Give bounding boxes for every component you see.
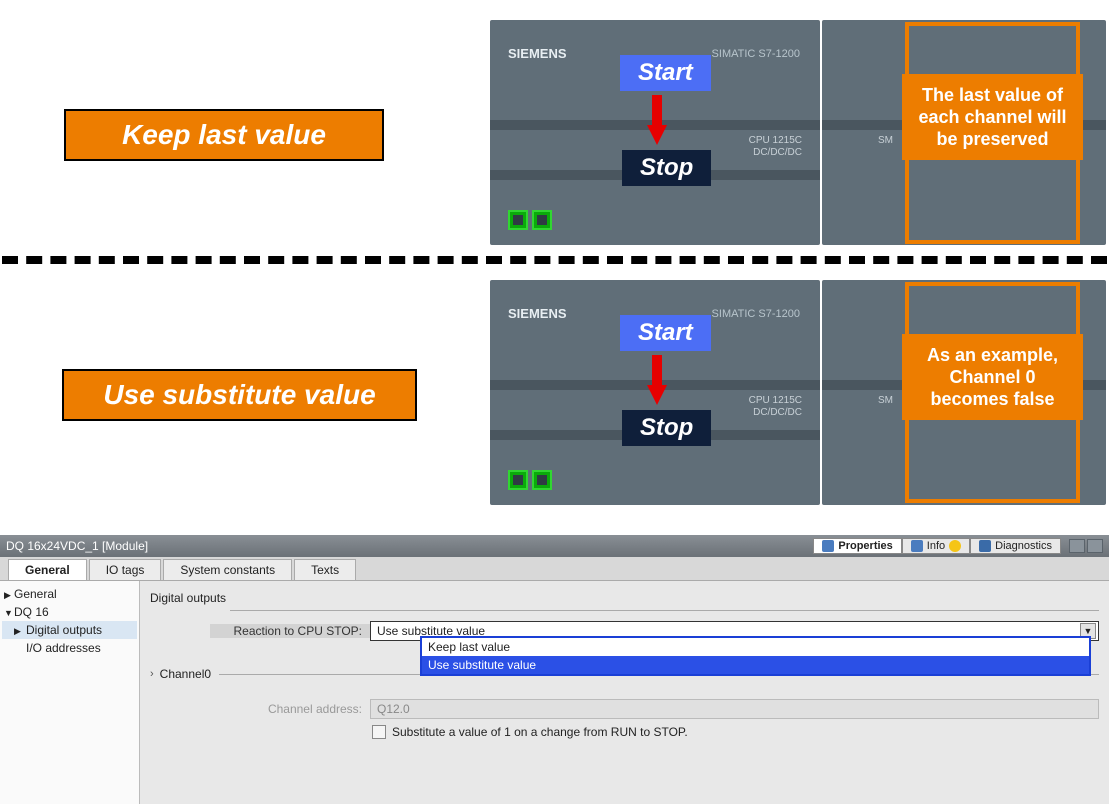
row-substitute-checkbox: Substitute a value of 1 on a change from… xyxy=(372,725,1099,739)
callout-text-bottom: As an example, Channel 0 becomes false xyxy=(902,334,1083,420)
main-tabs: General IO tags System constants Texts xyxy=(0,557,1109,581)
section-underline xyxy=(230,610,1099,611)
caret-icon: ▶ xyxy=(4,590,11,601)
channel-address-field: Q12.0 xyxy=(370,699,1099,719)
caret-icon: ▶ xyxy=(14,626,21,637)
plc-cpu-line2: DC/DC/DC xyxy=(753,147,802,158)
window-controls xyxy=(1069,539,1103,553)
properties-header: DQ 16x24VDC_1 [Module] Properties Info D… xyxy=(0,535,1109,557)
info-icon xyxy=(911,540,923,552)
plc-cpu: CPU 1215C DC/DC/DC xyxy=(749,395,802,419)
content-area: Digital outputs Reaction to CPU STOP: Us… xyxy=(140,581,1109,804)
nav-digital-outputs-label: Digital outputs xyxy=(26,623,102,637)
infographic-area: Keep last value SIEMENS SIMATIC S7-1200 … xyxy=(0,0,1109,530)
plc-cpu: CPU 1215C DC/DC/DC xyxy=(749,135,802,159)
tab-texts[interactable]: Texts xyxy=(294,559,356,580)
nav-digital-outputs[interactable]: ▶ Digital outputs xyxy=(2,621,137,639)
start-badge-bottom: Start xyxy=(620,315,711,351)
dropdown-option-use-substitute[interactable]: Use substitute value xyxy=(422,656,1089,674)
plc-brand: SIEMENS xyxy=(508,306,567,321)
inspector-tabs: Properties Info Diagnostics xyxy=(813,538,1061,554)
arrow-stem xyxy=(652,355,662,385)
label-keep-last-value: Keep last value xyxy=(64,109,384,161)
divider xyxy=(2,256,1107,264)
window-dock-icon[interactable] xyxy=(1069,539,1085,553)
channel-address-label: Channel address: xyxy=(210,702,370,716)
label-use-substitute-value: Use substitute value xyxy=(62,369,417,421)
arrow-head xyxy=(647,385,667,405)
dropdown-option-keep-last[interactable]: Keep last value xyxy=(422,638,1089,656)
substitute-checkbox-label: Substitute a value of 1 on a change from… xyxy=(392,725,688,739)
tab-diagnostics[interactable]: Diagnostics xyxy=(970,538,1061,554)
plc-led xyxy=(532,470,552,490)
substitute-checkbox[interactable] xyxy=(372,725,386,739)
window-collapse-icon[interactable] xyxy=(1087,539,1103,553)
plc-led xyxy=(532,210,552,230)
properties-icon xyxy=(822,540,834,552)
caret-down-icon: ▼ xyxy=(4,608,13,618)
nav-general[interactable]: ▶ General xyxy=(2,585,137,603)
properties-panel: DQ 16x24VDC_1 [Module] Properties Info D… xyxy=(0,535,1109,804)
tab-general[interactable]: General xyxy=(8,559,87,580)
module-title: DQ 16x24VDC_1 [Module] xyxy=(6,539,813,553)
tab-properties-label: Properties xyxy=(838,540,892,552)
stop-badge-top: Stop xyxy=(622,150,711,186)
plc-sm-label: SM xyxy=(878,135,893,147)
tab-system-constants[interactable]: System constants xyxy=(163,559,292,580)
stop-badge-bottom: Stop xyxy=(622,410,711,446)
plc-cpu-line1: CPU 1215C xyxy=(749,135,802,146)
channel0-label: Channel0 xyxy=(160,667,211,681)
plc-cpu-line1: CPU 1215C xyxy=(749,395,802,406)
plc-sm-label: SM xyxy=(878,395,893,407)
diagnostics-icon xyxy=(979,540,991,552)
info-badge-icon xyxy=(949,540,961,552)
row-channel-address: Channel address: Q12.0 xyxy=(210,699,1099,719)
tab-io-tags[interactable]: IO tags xyxy=(89,559,162,580)
tab-info[interactable]: Info xyxy=(902,538,970,554)
nav-dq16-label: DQ 16 xyxy=(14,605,49,619)
start-badge-top: Start xyxy=(620,55,711,91)
properties-body: ▶ General ▼ DQ 16 ▶ Digital outputs I/O … xyxy=(0,581,1109,804)
tab-info-label: Info xyxy=(927,540,945,552)
arrow-head xyxy=(647,125,667,145)
chevron-right-icon[interactable]: › xyxy=(150,668,154,680)
arrow-stem xyxy=(652,95,662,125)
channel-address-value: Q12.0 xyxy=(377,702,410,716)
tab-properties[interactable]: Properties xyxy=(813,538,901,554)
section-title: Digital outputs xyxy=(150,589,1099,607)
nav-tree: ▶ General ▼ DQ 16 ▶ Digital outputs I/O … xyxy=(0,581,140,804)
plc-model: SIMATIC S7-1200 xyxy=(712,308,800,320)
callout-text-top: The last value of each channel will be p… xyxy=(902,74,1083,160)
nav-dq16[interactable]: ▼ DQ 16 xyxy=(2,603,137,621)
plc-cpu-line2: DC/DC/DC xyxy=(753,407,802,418)
plc-model: SIMATIC S7-1200 xyxy=(712,48,800,60)
nav-general-label: General xyxy=(14,587,57,601)
tab-diagnostics-label: Diagnostics xyxy=(995,540,1052,552)
reaction-label: Reaction to CPU STOP: xyxy=(210,624,370,638)
plc-led xyxy=(508,210,528,230)
plc-led xyxy=(508,470,528,490)
reaction-dropdown-list: Keep last value Use substitute value xyxy=(420,636,1091,676)
plc-brand: SIEMENS xyxy=(508,46,567,61)
nav-io-addresses[interactable]: I/O addresses xyxy=(2,639,137,657)
